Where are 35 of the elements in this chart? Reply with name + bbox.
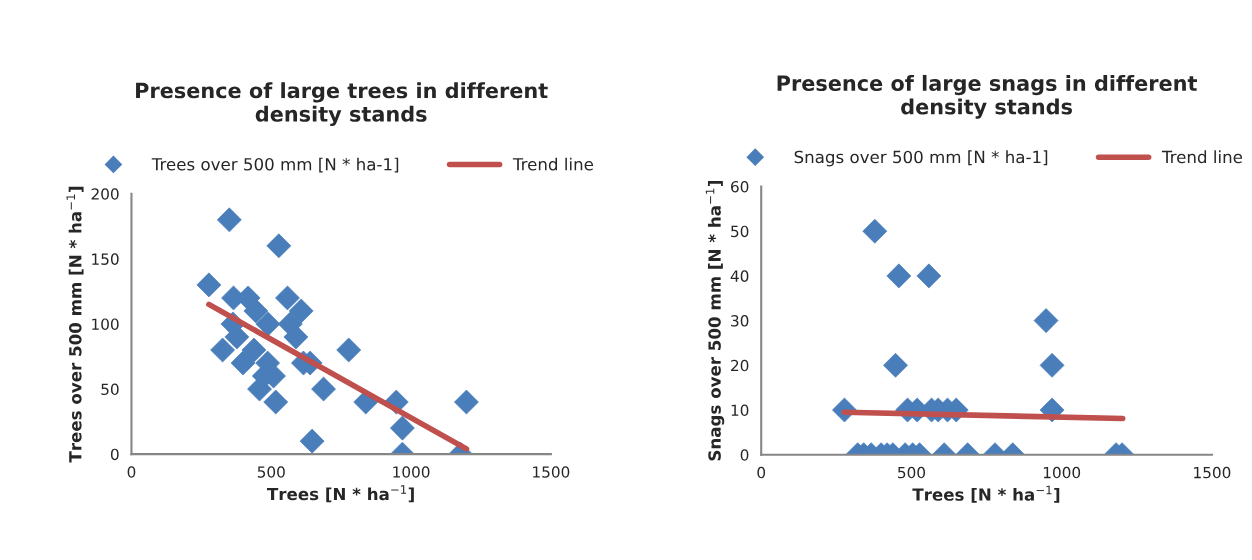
- point: [263, 389, 289, 415]
- point: [454, 389, 479, 415]
- x-tick-label: 0: [757, 466, 766, 479]
- legend-label: Trend line: [512, 157, 594, 171]
- chart-title: Presence of large trees in different density stands: [136, 82, 548, 127]
- y-tick-label: 50: [731, 225, 749, 238]
- legend-label: Snags over 500 mm [N * ha-1]: [794, 150, 1048, 167]
- y-tick-label: 100: [92, 318, 119, 330]
- y-tick-label: 0: [110, 448, 119, 461]
- x-tick-label: 0: [127, 466, 136, 478]
- y-tick-label: 50: [101, 383, 119, 396]
- x-tick-label: 1500: [1194, 466, 1231, 479]
- y-tick-label: 60: [731, 180, 749, 193]
- x-tick-label: 1000: [393, 466, 430, 478]
- y-tick-label: 30: [731, 315, 749, 327]
- y-tick-label: 150: [92, 253, 119, 265]
- point: [390, 415, 415, 441]
- point: [275, 285, 300, 311]
- y-tick-label: 20: [731, 359, 749, 372]
- chart-title: Presence of large snags in different density stands: [777, 74, 1197, 119]
- y-tick-label: 0: [740, 449, 749, 461]
- x-tick-label: 500: [898, 466, 926, 479]
- legend-label: Trees over 500 mm [N * ha-1]: [151, 157, 399, 173]
- x-tick-label: 1500: [533, 466, 570, 478]
- x-tick-label: 1000: [1043, 466, 1081, 479]
- y-axis-title: Snags over 500 mm [N * ha$^{−1}$]: [705, 181, 725, 461]
- x-tick-label: 500: [257, 466, 285, 478]
- x-axis-title: Trees [N * ha$^{−1}$]: [912, 485, 1060, 503]
- y-axis-title: Trees over 500 mm [N * ha$^{−1}$]: [66, 186, 84, 463]
- legend-label: Trend line: [1161, 150, 1243, 164]
- y-tick-label: 200: [91, 188, 119, 200]
- x-axis-title: Trees [N * ha$^{−1}$]: [267, 485, 414, 503]
- y-tick-label: 10: [731, 404, 749, 417]
- point: [311, 376, 336, 402]
- y-tick-label: 40: [730, 270, 749, 282]
